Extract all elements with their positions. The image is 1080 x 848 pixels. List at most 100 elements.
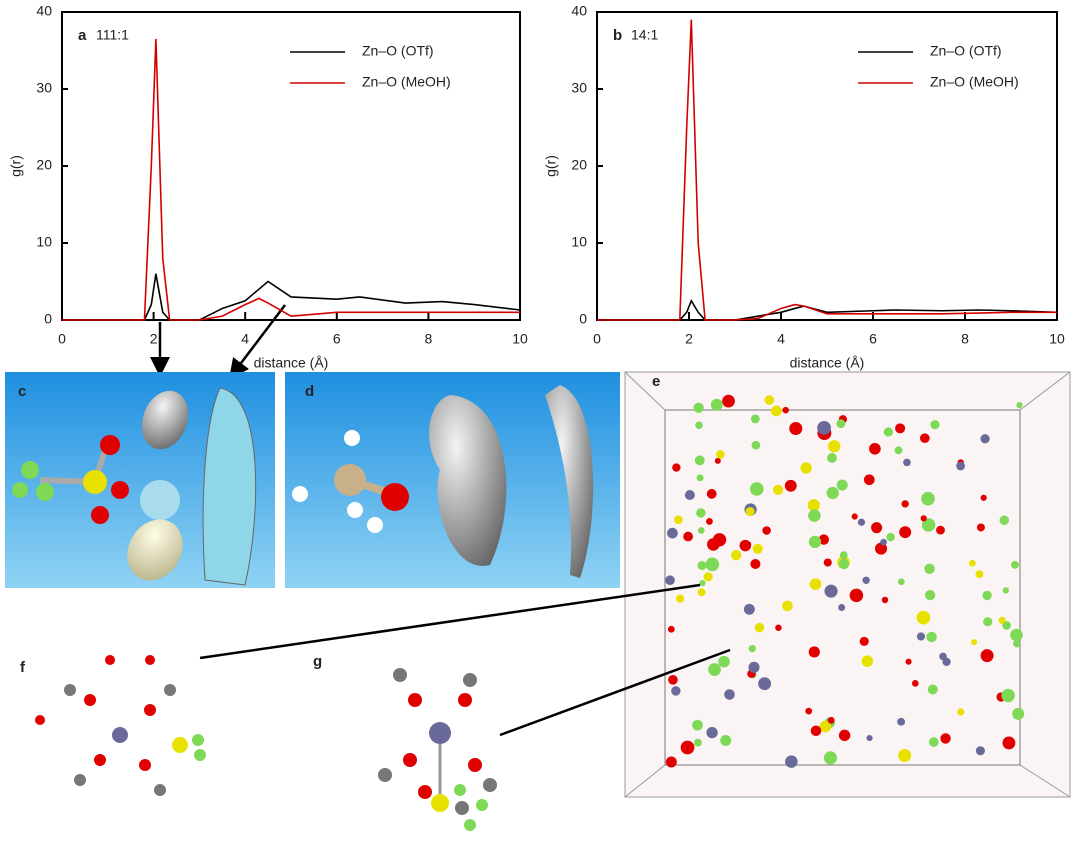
x-tick-label: 6: [333, 331, 341, 347]
atom: [750, 414, 760, 424]
atom: [1016, 402, 1023, 409]
atom: [925, 589, 936, 601]
atom: [817, 421, 831, 435]
atom: [808, 535, 822, 549]
atom: [875, 542, 888, 555]
x-axis-label: distance (Å): [254, 355, 329, 371]
atom: [696, 508, 706, 518]
y-tick-label: 0: [44, 311, 52, 327]
y-tick-label: 20: [571, 157, 587, 173]
atom: [810, 725, 822, 737]
atom: [693, 402, 704, 413]
atom: [708, 663, 721, 676]
atom: [710, 398, 723, 411]
atom: [724, 689, 735, 700]
atom: [939, 652, 947, 661]
atom: [971, 639, 978, 646]
atom: [706, 517, 713, 525]
y-tick-label: 20: [36, 157, 52, 173]
atom: [969, 559, 976, 567]
annotation: 14:1: [631, 27, 658, 43]
atom: [762, 526, 771, 535]
atom: [895, 423, 906, 434]
atom: [665, 756, 677, 768]
atom: [693, 738, 702, 747]
atom: [750, 482, 764, 496]
atom: [823, 751, 837, 765]
atom: [827, 453, 837, 463]
atom: [1010, 628, 1023, 642]
atom: [859, 636, 869, 646]
panel-c-image: [5, 372, 275, 588]
connector: [499, 648, 731, 737]
atom: [705, 557, 720, 572]
atom: [692, 719, 703, 731]
atom: [898, 749, 912, 763]
y-tick-label: 30: [571, 80, 587, 96]
atom: [800, 462, 812, 474]
atom: [782, 406, 789, 414]
panel-label: f: [20, 659, 26, 676]
legend-label: Zn–O (OTf): [930, 43, 1002, 59]
atom: [921, 491, 935, 506]
atom: [1012, 707, 1025, 720]
atom: [773, 484, 784, 495]
x-axis-label: distance (Å): [790, 355, 865, 371]
atom: [771, 405, 782, 417]
atom: [706, 726, 718, 739]
atom: [720, 735, 732, 746]
atom: [716, 450, 725, 459]
atom: [1001, 688, 1015, 703]
atom: [694, 455, 705, 466]
atom: [671, 686, 681, 696]
atom: [809, 578, 822, 590]
atom: [764, 395, 775, 405]
atom: [699, 579, 706, 587]
atom: [695, 421, 703, 430]
atom: [980, 494, 987, 501]
atom: [782, 600, 793, 612]
atom: [683, 531, 693, 542]
atom: [976, 523, 985, 532]
atom: [897, 717, 906, 726]
line: [597, 19, 1057, 321]
atom: [956, 461, 965, 471]
atom: [929, 737, 939, 747]
x-tick-label: 2: [685, 331, 693, 347]
plot-frame: [61, 11, 521, 321]
atom: [752, 543, 763, 554]
panel-label: e: [652, 373, 660, 390]
atom: [881, 596, 889, 604]
atom: [916, 632, 926, 641]
atom: [703, 572, 713, 582]
y-tick-label: 10: [36, 234, 52, 250]
panel-f-image: [35, 655, 206, 796]
atom: [712, 533, 727, 547]
atom: [808, 509, 821, 522]
atom: [849, 588, 864, 603]
panel-label: b: [613, 27, 622, 44]
atom: [750, 558, 761, 570]
atom: [839, 551, 848, 560]
atom: [718, 655, 730, 668]
atom: [999, 515, 1010, 525]
atom: [714, 457, 721, 464]
atom: [697, 561, 707, 571]
atom: [684, 490, 695, 500]
atom: [886, 532, 895, 542]
atom: [784, 479, 797, 492]
y-axis-label: g(r): [543, 155, 559, 177]
atom: [697, 588, 706, 597]
x-tick-label: 8: [961, 331, 969, 347]
atom: [861, 655, 874, 667]
atom: [957, 708, 965, 716]
atom: [674, 515, 683, 525]
atom: [807, 499, 820, 512]
atom: [730, 549, 742, 561]
atom: [836, 419, 846, 429]
atom: [920, 515, 927, 522]
atom: [748, 661, 760, 673]
atom: [905, 658, 912, 665]
atom: [665, 575, 675, 586]
atom: [819, 720, 832, 733]
